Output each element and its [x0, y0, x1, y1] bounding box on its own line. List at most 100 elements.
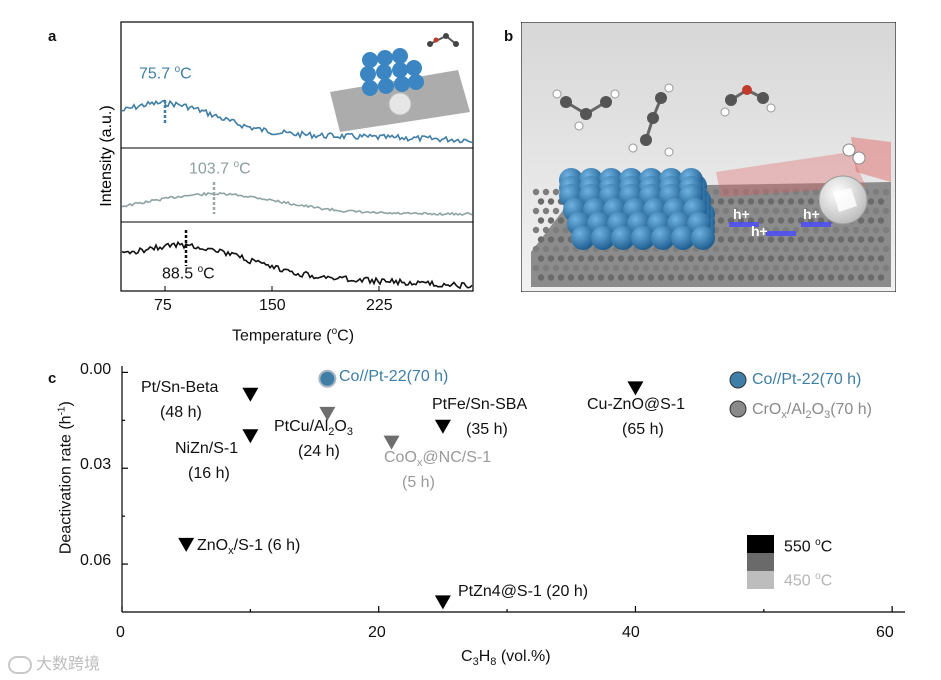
graphene-atom [667, 255, 675, 262]
graphene-atom [722, 188, 730, 196]
graphene-atom [882, 264, 890, 272]
graphene-atom [822, 245, 830, 253]
graphene-atom [687, 255, 695, 262]
graphene-atom [692, 264, 700, 272]
graphene-atom [782, 188, 790, 196]
graphene-atom [782, 245, 790, 253]
y-tick-label: 0.00 [80, 361, 112, 378]
graphene-atom [722, 245, 730, 253]
panel-a-frame [120, 21, 474, 292]
graphene-atom [762, 245, 770, 253]
graphene-atom [762, 264, 770, 272]
co-atom [671, 226, 695, 250]
graphene-atom [557, 217, 565, 224]
graphene-atom [787, 255, 795, 262]
graphene-atom [737, 236, 745, 243]
h-plus-label: h+ [803, 206, 820, 222]
graphene-atom [667, 274, 675, 281]
graphene-atom [552, 207, 560, 215]
graphene-atom [782, 207, 790, 215]
h-arrow [766, 231, 796, 236]
graphene-atom [877, 198, 885, 205]
graphene-atom [732, 207, 740, 215]
point-hours: (48 h) [160, 404, 202, 421]
graphene-atom [757, 217, 765, 224]
co-atom [611, 226, 635, 250]
graphene-atom [752, 207, 760, 215]
graphene-atom [737, 274, 745, 281]
graphene-atom [627, 274, 635, 281]
x-tick-label: 60 [876, 624, 894, 641]
x-tick-label: 75 [154, 297, 172, 314]
graphene-atom [742, 226, 750, 234]
graphene-atom [712, 188, 720, 196]
graphene-atom [542, 226, 550, 234]
watermark: 大数跨境 [8, 650, 100, 674]
graphene-atom [622, 264, 630, 272]
temp-scale-swatch-450 [747, 571, 774, 589]
graphene-atom [647, 255, 655, 262]
graphene-atom [867, 236, 875, 243]
graphene-atom [792, 245, 800, 253]
graphene-atom [742, 188, 750, 196]
graphene-atom [682, 264, 690, 272]
graphene-atom [647, 274, 655, 281]
graphene-atom [857, 217, 865, 224]
graphene-atom [762, 188, 770, 196]
propane-molecule [552, 89, 620, 131]
graphene-atom [842, 245, 850, 253]
graphene-atom [877, 217, 885, 224]
graphene-atom [762, 207, 770, 215]
temp-scale-label-550: 550 oC [784, 537, 833, 556]
graphene-atom [792, 264, 800, 272]
graphene-atom [742, 207, 750, 215]
graphene-atom [547, 236, 555, 243]
graphene-atom [547, 198, 555, 205]
graphene-atom [567, 274, 575, 281]
graphene-atom [807, 274, 815, 281]
graphene-atom [767, 236, 775, 243]
x-tick-label: 150 [259, 297, 286, 314]
graphene-atom [552, 264, 560, 272]
graphene-atom [872, 188, 880, 196]
graphene-atom [727, 198, 735, 205]
h-plus-label: h+ [751, 223, 768, 239]
graphene-atom [542, 188, 550, 196]
temp-scale-swatch-mid [747, 553, 774, 571]
graphene-atom [532, 245, 540, 253]
graphene-atom [542, 207, 550, 215]
graphene-atom [787, 236, 795, 243]
graphene-atom [767, 255, 775, 262]
graphene-atom [812, 207, 820, 215]
graphene-atom [862, 226, 870, 234]
graphene-atom [777, 236, 785, 243]
graphene-atom [797, 236, 805, 243]
graphene-atom [802, 207, 810, 215]
graphene-atom [767, 198, 775, 205]
h-arrow [801, 222, 831, 227]
graphene-atom [642, 264, 650, 272]
co-atom [651, 226, 675, 250]
point-label-this-work: Co//Pt-22(70 h) [339, 368, 449, 385]
graphene-atom [732, 245, 740, 253]
graphene-atom [727, 255, 735, 262]
graphene-atom [792, 207, 800, 215]
temp-scale-label-450: 450 oC [784, 571, 833, 590]
graphene-atom [777, 217, 785, 224]
panel-a-ylabel: Intensity (a.u.) [98, 105, 115, 206]
graphene-atom [617, 255, 625, 262]
panel-c-xlabel: C3H8 (vol.%) [461, 648, 551, 669]
graphene-atom [707, 255, 715, 262]
graphene-atom [632, 264, 640, 272]
graphene-atom [742, 264, 750, 272]
graphene-atom [852, 264, 860, 272]
x-tick-label: 0 [116, 624, 125, 641]
graphene-atom [662, 264, 670, 272]
panel-c-label: c [48, 370, 57, 387]
graphene-atom [827, 274, 835, 281]
graphene-atom [832, 226, 840, 234]
graphene-atom [582, 264, 590, 272]
graphene-atom [752, 188, 760, 196]
graphene-atom [797, 274, 805, 281]
graphene-atom [797, 255, 805, 262]
